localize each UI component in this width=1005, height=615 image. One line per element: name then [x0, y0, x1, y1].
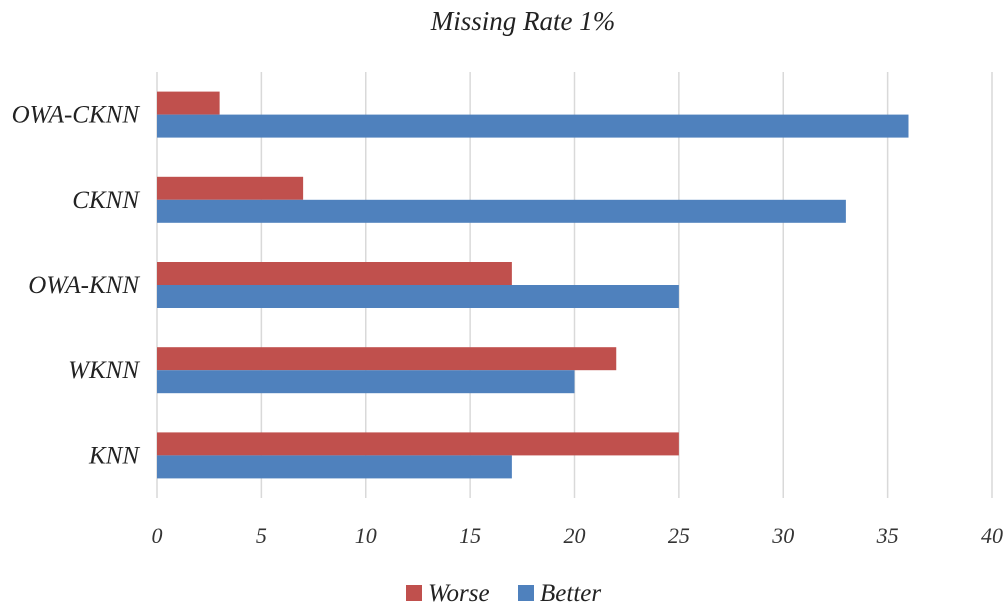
bar-worse-knn [157, 432, 679, 456]
bar-worse-owa-knn [157, 262, 512, 285]
category-label: OWA-CKNN [12, 102, 141, 129]
bars [157, 91, 909, 479]
bar-worse-wknn [157, 347, 617, 371]
x-tick-label: 25 [668, 523, 690, 548]
bar-better-knn [157, 455, 512, 479]
bar-worse-cknn [157, 176, 304, 200]
axes: 0 5 10 15 20 25 30 35 40 OWA-CKNN CKNN OWA-KNN WKNN K… [12, 102, 1003, 548]
category-label: CKNN [72, 187, 140, 214]
x-tick-label: 40 [981, 523, 1003, 548]
category-label: OWA-KNN [28, 272, 140, 299]
bar-better-owa-knn [157, 285, 679, 308]
legend: Worse Better [406, 580, 601, 607]
x-tick-label: 15 [459, 523, 481, 548]
bar-better-wknn [157, 370, 575, 394]
x-tick-label: 0 [152, 523, 163, 548]
category-label: KNN [88, 442, 140, 469]
x-tick-label: 35 [876, 523, 899, 548]
bar-better-cknn [157, 199, 846, 223]
legend-label-worse: Worse [428, 580, 490, 607]
bar-better-owa-cknn [157, 114, 909, 138]
chart-title: Missing Rate 1% [430, 6, 615, 36]
legend-swatch-better [518, 585, 534, 601]
legend-swatch-worse [406, 585, 422, 601]
x-tick-label: 10 [355, 523, 377, 548]
x-tick-label: 20 [564, 523, 586, 548]
x-tick-label: 5 [256, 523, 267, 548]
legend-label-better: Better [540, 580, 601, 607]
x-tick-label: 30 [771, 523, 794, 548]
bar-worse-owa-cknn [157, 91, 220, 115]
category-label: WKNN [68, 357, 140, 384]
